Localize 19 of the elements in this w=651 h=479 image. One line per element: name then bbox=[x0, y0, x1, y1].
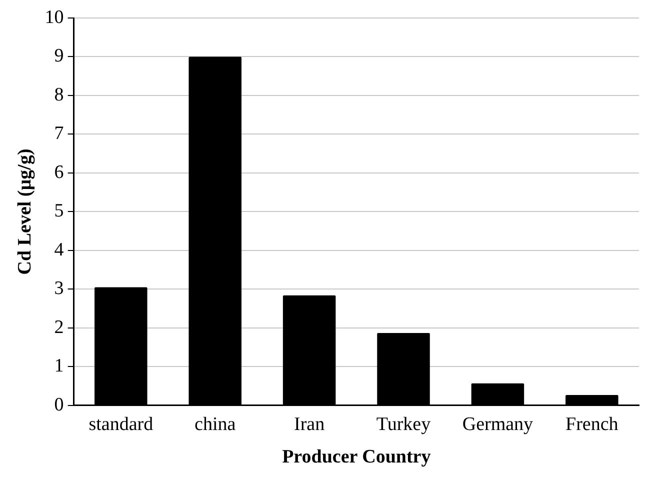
y-tick-label: 4 bbox=[54, 239, 64, 260]
y-tick-label: 0 bbox=[54, 394, 64, 416]
y-tick-label: 3 bbox=[54, 278, 64, 300]
x-tick-label: Germany bbox=[462, 414, 534, 435]
x-tick-label: Turkey bbox=[376, 414, 432, 435]
y-axis-title: Cd Level (µg/g) bbox=[14, 148, 36, 275]
y-tick-label: 1 bbox=[54, 356, 64, 377]
x-tick-label: china bbox=[194, 414, 236, 435]
y-tick-label: 9 bbox=[54, 46, 64, 67]
y-tick-label: 10 bbox=[44, 6, 64, 28]
x-tick-label: French bbox=[566, 414, 619, 435]
y-tick-label: 7 bbox=[54, 123, 64, 144]
x-tick-label: standard bbox=[88, 414, 154, 435]
y-tick-label: 6 bbox=[54, 162, 64, 183]
y-tick-label: 2 bbox=[54, 316, 64, 338]
y-tick-label: 5 bbox=[54, 200, 64, 222]
y-tick-label: 8 bbox=[54, 84, 64, 106]
x-tick-label: Iran bbox=[294, 414, 326, 435]
x-axis-title: Producer Country bbox=[282, 446, 432, 468]
